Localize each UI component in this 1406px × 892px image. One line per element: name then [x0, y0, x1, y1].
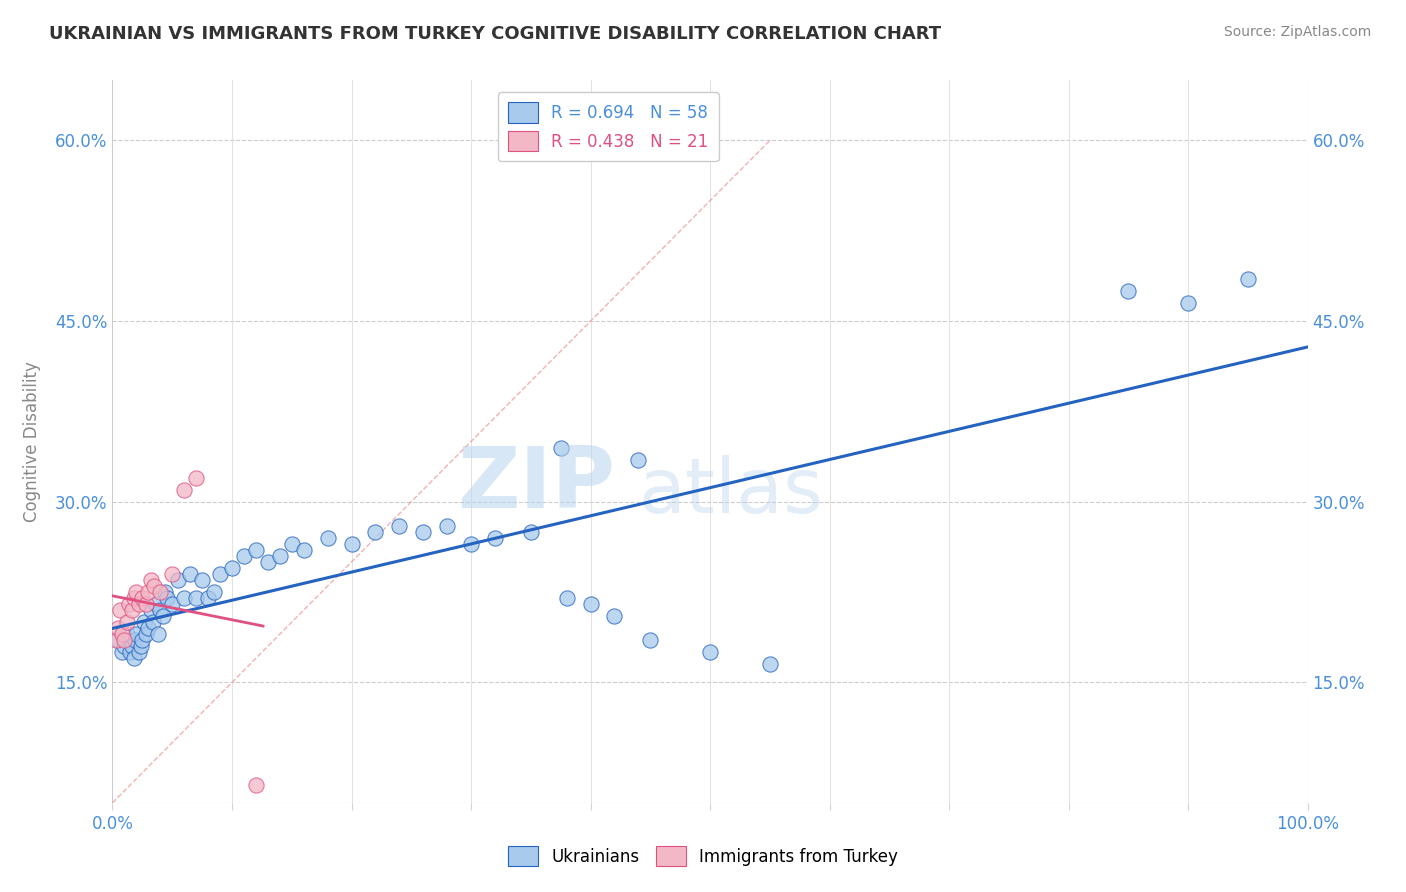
- Point: [162, 567, 183, 582]
- Text: Source: ZipAtlas.com: Source: ZipAtlas.com: [1223, 25, 1371, 39]
- Point: [120, 645, 142, 659]
- Point: [186, 591, 208, 606]
- Point: [1118, 284, 1140, 298]
- Point: [152, 609, 174, 624]
- Point: [129, 639, 152, 653]
- Point: [484, 531, 506, 545]
- Point: [153, 585, 176, 599]
- Point: [436, 518, 458, 533]
- Point: [135, 597, 157, 611]
- Point: [388, 518, 411, 533]
- Point: [118, 597, 141, 611]
- Point: [115, 627, 138, 641]
- Point: [460, 537, 482, 551]
- Point: [149, 603, 172, 617]
- Point: [132, 615, 155, 630]
- Point: [627, 452, 650, 467]
- Point: [111, 645, 134, 659]
- Point: [135, 627, 157, 641]
- Point: [105, 633, 128, 648]
- Point: [108, 603, 131, 617]
- Point: [364, 524, 387, 539]
- Point: [156, 591, 179, 606]
- Point: [121, 639, 143, 653]
- Point: [139, 573, 162, 587]
- Point: [114, 633, 135, 648]
- Point: [603, 609, 626, 624]
- Point: [579, 597, 602, 611]
- Point: [191, 573, 214, 587]
- Point: [179, 567, 201, 582]
- Point: [281, 537, 304, 551]
- Point: [186, 470, 208, 484]
- Legend: R = 0.694   N = 58, R = 0.438   N = 21: R = 0.694 N = 58, R = 0.438 N = 21: [498, 92, 718, 161]
- Point: [128, 645, 150, 659]
- Point: [122, 591, 145, 606]
- Point: [162, 597, 183, 611]
- Point: [125, 627, 148, 641]
- Point: [640, 633, 662, 648]
- Point: [412, 524, 434, 539]
- Point: [520, 524, 543, 539]
- Point: [124, 633, 146, 648]
- Point: [1237, 272, 1260, 286]
- Point: [550, 441, 572, 455]
- Point: [138, 621, 160, 635]
- Point: [107, 621, 129, 635]
- Y-axis label: Cognitive Disability: Cognitive Disability: [24, 361, 41, 522]
- Point: [107, 633, 129, 648]
- Point: [142, 615, 165, 630]
- Point: [221, 561, 243, 575]
- Text: ZIP: ZIP: [457, 443, 614, 526]
- Point: [114, 639, 135, 653]
- Point: [699, 645, 721, 659]
- Point: [340, 537, 363, 551]
- Point: [316, 531, 339, 545]
- Point: [121, 603, 143, 617]
- Point: [197, 591, 219, 606]
- Point: [115, 615, 138, 630]
- Point: [233, 549, 256, 563]
- Point: [209, 567, 232, 582]
- Point: [149, 585, 172, 599]
- Point: [759, 657, 782, 672]
- Point: [131, 633, 153, 648]
- Point: [146, 627, 169, 641]
- Legend: Ukrainians, Immigrants from Turkey: Ukrainians, Immigrants from Turkey: [501, 839, 905, 873]
- Point: [173, 483, 195, 497]
- Point: [292, 542, 315, 557]
- Point: [131, 591, 153, 606]
- Point: [143, 579, 166, 593]
- Point: [145, 597, 167, 611]
- Point: [245, 778, 267, 792]
- Point: [167, 573, 190, 587]
- Point: [122, 651, 145, 665]
- Point: [555, 591, 578, 606]
- Point: [138, 585, 160, 599]
- Point: [1177, 296, 1199, 310]
- Point: [245, 542, 267, 557]
- Point: [139, 603, 162, 617]
- Point: [202, 585, 225, 599]
- Text: atlas: atlas: [638, 455, 823, 529]
- Point: [125, 585, 148, 599]
- Text: UKRAINIAN VS IMMIGRANTS FROM TURKEY COGNITIVE DISABILITY CORRELATION CHART: UKRAINIAN VS IMMIGRANTS FROM TURKEY COGN…: [49, 25, 942, 43]
- Point: [173, 591, 195, 606]
- Point: [128, 597, 150, 611]
- Point: [269, 549, 291, 563]
- Point: [111, 627, 134, 641]
- Point: [257, 555, 280, 569]
